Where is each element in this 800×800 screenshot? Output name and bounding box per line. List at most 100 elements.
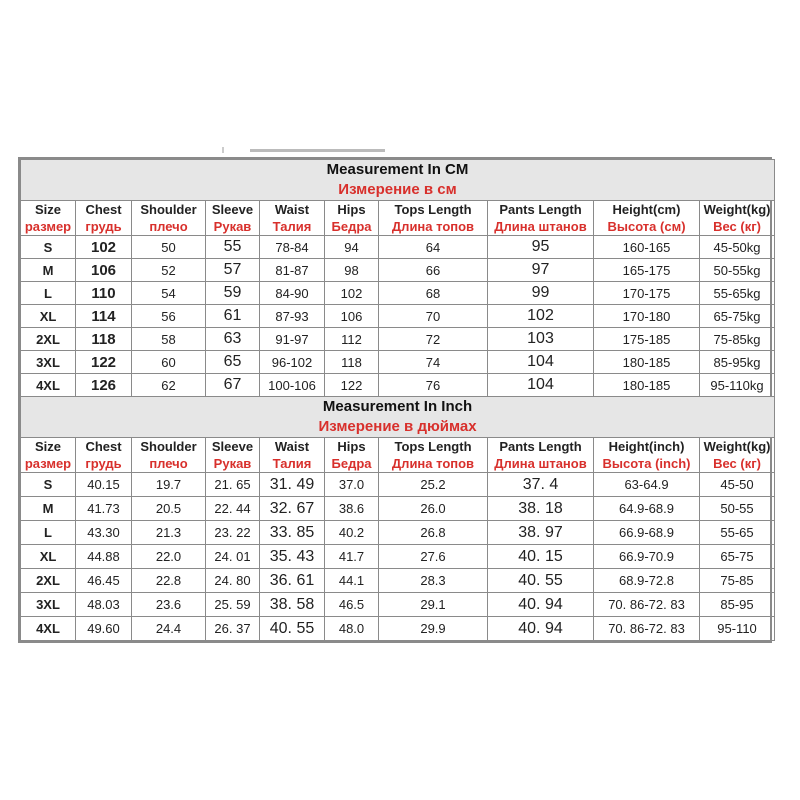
value-cell: 40. 55 <box>259 616 325 641</box>
value-cell: 50-55 <box>698 496 776 521</box>
value-cell: 165-175 <box>593 258 700 282</box>
value-cell: 24. 01 <box>205 544 260 569</box>
value-cell: 38. 18 <box>487 496 594 521</box>
value-cell: 45-50kg <box>698 235 776 259</box>
column-header: Waist Талия <box>259 200 325 236</box>
value-cell: 65-75 <box>698 544 776 569</box>
value-cell: 104 <box>487 350 594 374</box>
header-russian: Длина топов <box>391 219 475 234</box>
table-row: 2XL 46.45 22.8 24. 80 36. 61 44.1 28.3 40. 55 68… <box>20 568 776 593</box>
value-cell: 67 <box>205 373 260 397</box>
value-cell: 106 <box>324 304 379 328</box>
value-cell: 64.9-68.9 <box>593 496 700 521</box>
header-russian: грудь <box>85 219 122 234</box>
size-table: Measurement In CM Измерение в см Size разме… <box>19 159 776 641</box>
value-cell: 62 <box>131 373 206 397</box>
decorative-line <box>222 147 224 153</box>
value-cell: 180-185 <box>593 373 700 397</box>
header-english: Weight(kg) <box>703 202 771 217</box>
value-cell: 43.30 <box>75 520 132 545</box>
value-cell: 38. 97 <box>487 520 594 545</box>
value-cell: 38. 58 <box>259 592 325 617</box>
header-russian: Бедра <box>331 219 372 234</box>
value-cell: 96-102 <box>259 350 325 374</box>
header-russian: Высота (см) <box>607 219 686 234</box>
column-header: Weight(kg) Вес (кг) <box>698 437 776 473</box>
value-cell: 37.0 <box>324 472 379 497</box>
value-cell: 66.9-68.9 <box>593 520 700 545</box>
value-cell: 40. 55 <box>487 568 594 593</box>
value-cell: 98 <box>324 258 379 282</box>
table-row: 3XL 48.03 23.6 25. 59 38. 58 46.5 29.1 40. 94 70… <box>20 592 776 617</box>
value-cell: 91-97 <box>259 327 325 351</box>
header-english: Tops Length <box>394 202 472 217</box>
decorative-bar <box>250 149 385 152</box>
header-russian: Длина топов <box>391 456 475 471</box>
value-cell: 66.9-70.9 <box>593 544 700 569</box>
value-cell: 112 <box>324 327 379 351</box>
value-cell: 61 <box>205 304 260 328</box>
value-cell: 26.8 <box>378 520 488 545</box>
value-cell: 102 <box>75 235 132 259</box>
cm-section: Measurement In CM Измерение в см Size разме… <box>19 159 776 397</box>
value-cell: 41.73 <box>75 496 132 521</box>
header-russian: плечо <box>149 456 188 471</box>
size-cell: L <box>20 520 76 545</box>
value-cell: 102 <box>487 304 594 328</box>
header-russian: Вес (кг) <box>713 456 761 471</box>
value-cell: 50-55kg <box>698 258 776 282</box>
table-row: M 106 52 57 81-87 98 66 97 165-175 50-55kg <box>20 258 776 282</box>
value-cell: 55-65 <box>698 520 776 545</box>
header-russian: размер <box>24 456 72 471</box>
header-english: Hips <box>337 439 366 454</box>
table-row: S 102 50 55 78-84 94 64 95 160-165 45-50kg <box>20 235 776 259</box>
value-cell: 55-65kg <box>698 281 776 305</box>
header-russian: Вес (кг) <box>713 219 761 234</box>
header-english: Pants Length <box>499 202 582 217</box>
value-cell: 70. 86-72. 83 <box>593 616 700 641</box>
value-cell: 40.15 <box>75 472 132 497</box>
value-cell: 21. 65 <box>205 472 260 497</box>
column-header: Sleeve Рукав <box>205 437 260 473</box>
header-english: Shoulder <box>140 202 197 217</box>
header-russian: Высота (inch) <box>602 456 691 471</box>
size-cell: 2XL <box>20 568 76 593</box>
value-cell: 24. 80 <box>205 568 260 593</box>
title-english: Measurement In CM <box>326 161 469 178</box>
size-cell: S <box>20 235 76 259</box>
header-russian: плечо <box>149 219 188 234</box>
value-cell: 87-93 <box>259 304 325 328</box>
table-row: M 41.73 20.5 22. 44 32. 67 38.6 26.0 38. 18 64.9… <box>20 496 776 521</box>
value-cell: 50 <box>131 235 206 259</box>
header-russian: Бедра <box>331 456 372 471</box>
column-header: Hips Бедра <box>324 437 379 473</box>
value-cell: 20.5 <box>131 496 206 521</box>
value-cell: 35. 43 <box>259 544 325 569</box>
value-cell: 46.45 <box>75 568 132 593</box>
value-cell: 170-175 <box>593 281 700 305</box>
header-english: Size <box>34 439 61 454</box>
table-row: 3XL 122 60 65 96-102 118 74 104 180-185 85-95kg <box>20 350 776 374</box>
table-row: S 40.15 19.7 21. 65 31. 49 37.0 25.2 37. 4 63-64… <box>20 472 776 497</box>
inch-section: Measurement In Inch Измерение в дюймах Siz… <box>19 396 776 641</box>
section-title: Measurement In CM Измерение в см <box>19 159 776 201</box>
header-english: Size <box>34 202 61 217</box>
value-cell: 97 <box>487 258 594 282</box>
header-english: Chest <box>85 439 122 454</box>
size-cell: S <box>20 472 76 497</box>
column-header: Weight(kg) Вес (кг) <box>698 200 776 236</box>
column-header: Pants Length Длина штанов <box>487 200 594 236</box>
header-english: Height(inch) <box>608 439 685 454</box>
value-cell: 38.6 <box>324 496 379 521</box>
value-cell: 65-75kg <box>698 304 776 328</box>
value-cell: 49.60 <box>75 616 132 641</box>
size-cell: XL <box>20 304 76 328</box>
column-header: Tops Length Длина топов <box>378 200 488 236</box>
table-row: L 43.30 21.3 23. 22 33. 85 40.2 26.8 38. 97 66.9… <box>20 520 776 545</box>
column-header: Pants Length Длина штанов <box>487 437 594 473</box>
header-english: Tops Length <box>394 439 472 454</box>
value-cell: 63-64.9 <box>593 472 700 497</box>
value-cell: 26. 37 <box>205 616 260 641</box>
value-cell: 22. 44 <box>205 496 260 521</box>
value-cell: 85-95 <box>698 592 776 617</box>
